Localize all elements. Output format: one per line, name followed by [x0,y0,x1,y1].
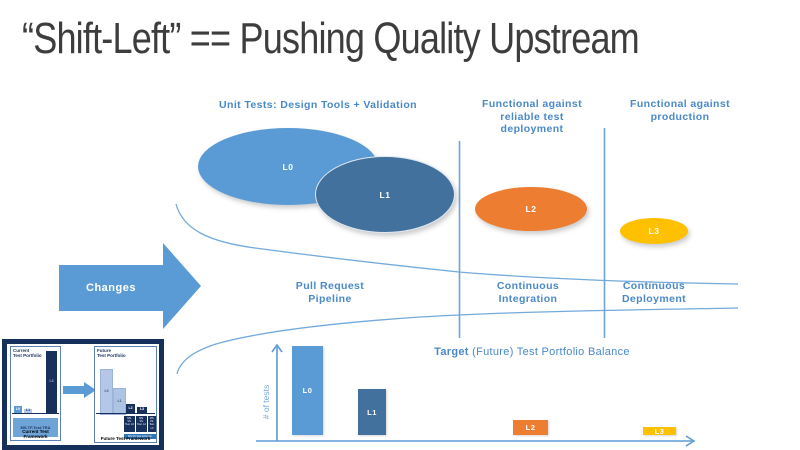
inset-future-caption: Future Test Framework [100,436,151,441]
inset-current-bar-l0: L0 [14,406,22,413]
inset-future-component-box-2: MS. VS. Test. L2 [136,416,147,432]
inset-slide-thumbnail: Current Test Portfolio L3 L0 L1 MS.TF.Te… [2,339,164,450]
chart-bar-l1-label: L1 [367,407,377,417]
inset-future-baseline [96,413,155,414]
chart-bar-l3: L3 [643,426,676,436]
slide-title: “Shift-Left” == Pushing Quality Upstream [22,14,640,63]
changes-arrow-label: Changes [86,282,136,294]
stage-header-production: Functional against production [630,98,730,123]
chart-bar-l0: L0 [292,346,323,435]
inset-future-title: Future Test Portfolio [97,348,126,358]
changes-arrow-body: Changes [59,265,163,311]
ellipse-l3: L3 [620,218,688,244]
inset-future-bar-l3: L3 [137,407,147,413]
ellipse-l0-label: L0 [282,161,294,172]
ellipse-l2-label: L2 [525,204,537,214]
inset-future-base-box: MS.VS.Test.Common [124,434,156,439]
inset-future-panel: Future Test Portfolio L0 L1 L2 L3 MS. VS… [94,346,157,443]
inset-future-bar-l2: L2 [126,404,135,413]
inset-current-framework-box: MS.TF.Test.TRA [13,418,58,437]
pipeline-stage-continuous-integration: Continuous Integration [496,280,560,305]
ellipse-l1-label: L1 [379,189,391,200]
funnel-upper-curve [175,203,739,285]
pipeline-stage-continuous-deployment: Continuous Deployment [621,280,687,305]
inset-current-bar-l3: L3 [46,351,57,413]
ellipse-l1: L1 [315,156,455,233]
inset-future-component-box-3: MS. VS. Test. L3 [148,416,156,432]
inset-future-bar-l0: L0 [100,369,113,415]
ellipse-l2: L2 [475,187,587,231]
ellipse-l3-label: L3 [648,226,660,236]
chart-bar-l2-label: L2 [525,423,536,432]
chart-bar-l2: L2 [513,420,548,435]
inset-current-baseline [12,413,59,414]
inset-current-caption: Current Test Framework [22,429,49,439]
inset-future-component-box-1: MS. VS. Test. L0 [124,416,135,432]
inset-current-bar-l1: L1 [24,408,32,413]
inset-transition-arrow [63,382,97,398]
inset-current-panel: Current Test Portfolio L3 L0 L1 MS.TF.Te… [10,346,61,441]
inset-arrow-head-icon [84,382,96,398]
chart-title-bold: Target [434,346,469,358]
chart-title-rest: (Future) Test Portfolio Balance [468,346,630,358]
changes-arrow-head-icon [163,243,201,329]
pipeline-stage-pull-request: Pull Request Pipeline [295,280,365,305]
changes-arrow: Changes [59,243,201,329]
inset-current-title: Current Test Portfolio [13,348,42,358]
chart-title: Target (Future) Test Portfolio Balance [380,346,684,358]
chart-y-axis-label: # of tests [261,384,271,420]
y-axis-arrow-icon [271,343,283,353]
chart-bar-l3-label: L3 [654,426,665,436]
chart-bar-l1: L1 [358,389,386,435]
funnel-lower-curve [176,307,739,375]
inset-future-bar-l1: L1 [113,388,126,415]
stage-header-unit-tests: Unit Tests: Design Tools + Validation [219,99,417,111]
stage-header-test-deployment: Functional against reliable test deploym… [482,98,582,135]
chart-bar-l0-label: L0 [302,386,313,395]
x-axis-arrow-icon [685,435,696,447]
